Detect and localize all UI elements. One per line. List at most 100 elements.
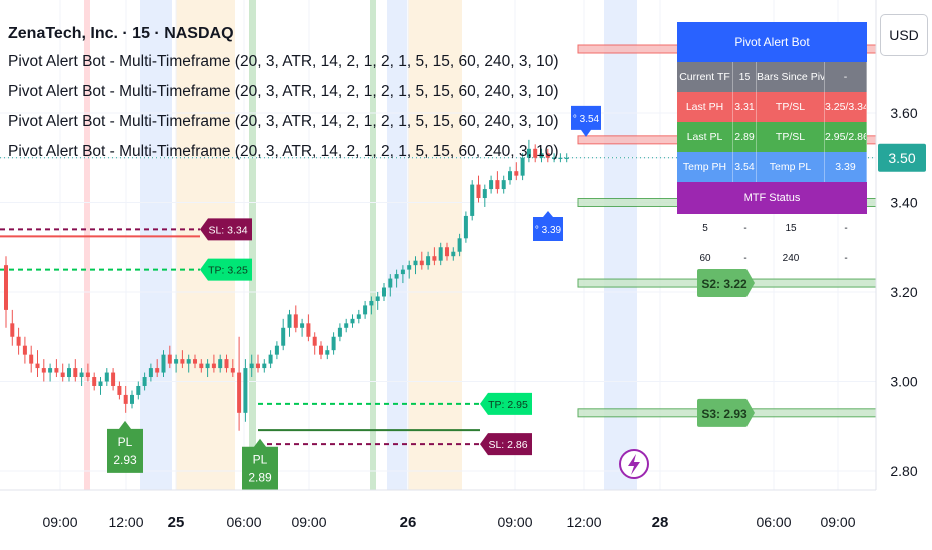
cell-label: Last PL	[677, 122, 733, 152]
candle-body	[413, 260, 418, 266]
candle-body	[123, 394, 128, 404]
candle-body	[533, 148, 538, 158]
candle-body	[306, 323, 311, 337]
candle-body	[193, 359, 197, 364]
cell-label: Temp PH	[677, 152, 733, 182]
candle-body	[463, 215, 468, 239]
table-title: Pivot Alert Bot	[677, 22, 867, 62]
candle-body	[136, 385, 141, 395]
candle-body	[388, 278, 393, 288]
mtf-status-header: MTF Status	[677, 182, 867, 214]
candle-body	[552, 157, 557, 159]
candle-body	[161, 354, 166, 373]
trade-label-badge	[480, 433, 532, 456]
price-tick-label: 3.60	[890, 105, 917, 121]
candle-body	[98, 381, 103, 386]
time-axis-panel	[0, 490, 876, 550]
candle-body	[111, 372, 116, 386]
candle-body	[325, 350, 330, 355]
mtf-status: -	[844, 253, 848, 264]
session-highlight-band	[176, 0, 235, 490]
currency-button[interactable]: USD	[880, 14, 928, 56]
level-label: S2: 3.22	[701, 277, 747, 291]
candle-body	[262, 363, 267, 369]
cell-value: 2.95/2.86	[825, 122, 867, 152]
time-tick-label: 09:00	[820, 514, 855, 530]
mtf-row: 60 - 240 -	[677, 244, 867, 274]
time-tick-label: 26	[400, 514, 417, 531]
candle-body	[457, 238, 462, 252]
candle-body	[438, 247, 443, 261]
candle-body	[344, 323, 349, 328]
cell-value: 3.25/3.34	[825, 92, 867, 122]
candle-body	[22, 345, 27, 355]
time-tick-label: 09:00	[291, 514, 326, 530]
price-tick-label: 3.00	[890, 374, 917, 390]
symbol-title[interactable]: ZenaTech, Inc. · 15 · NASDAQ	[8, 25, 234, 42]
pivot-label-text: 2.89	[248, 471, 272, 485]
candle-body	[142, 377, 147, 386]
candle-body	[60, 372, 65, 378]
candle-body	[337, 327, 342, 337]
current-price-label: 3.50	[888, 150, 915, 166]
indicator-legend-1[interactable]: Pivot Alert Bot - Multi-Timeframe (20, 3…	[8, 53, 559, 70]
candle-body	[174, 359, 179, 364]
indicator-legend-4[interactable]: Pivot Alert Bot - Multi-Timeframe (20, 3…	[8, 143, 559, 160]
trade-label: SL: 2.86	[488, 439, 527, 451]
candle-body	[350, 318, 355, 324]
table-row-temp: Temp PH 3.54 Temp PL 3.39	[677, 152, 867, 182]
candle-body	[224, 359, 229, 369]
time-tick-label: 06:00	[226, 514, 261, 530]
mtf-row: 5 - 15 -	[677, 214, 867, 244]
candle-body	[470, 184, 475, 216]
mtf-tf: 5	[702, 223, 708, 234]
session-highlight-band	[84, 0, 90, 490]
pivot-low-marker	[242, 438, 278, 491]
candle-body	[312, 336, 317, 346]
cell-label: Last PH	[677, 92, 733, 122]
candle-body	[520, 157, 525, 176]
mtf-status: -	[743, 253, 747, 264]
candle-body	[274, 345, 279, 355]
indicator-legend-3[interactable]: Pivot Alert Bot - Multi-Timeframe (20, 3…	[8, 113, 559, 130]
mtf-tf: 240	[782, 253, 800, 264]
cell-label: TP/SL	[757, 92, 825, 122]
candle-body	[476, 184, 481, 199]
candle-body	[363, 305, 368, 315]
candle-body	[256, 363, 260, 369]
candle-body	[243, 368, 248, 413]
time-tick-label: 09:00	[42, 514, 77, 530]
candle-body	[539, 153, 544, 158]
current-price-badge	[878, 143, 926, 172]
pivot-status-table: Pivot Alert Bot Current TF 15 Bars Since…	[677, 22, 867, 274]
candle-body	[35, 363, 40, 369]
candle-body	[319, 345, 323, 355]
candle-body	[104, 372, 109, 382]
candle-body	[85, 372, 90, 378]
trade-label: TP: 2.95	[488, 399, 528, 411]
candle-body	[564, 157, 569, 159]
trade-label-badge	[480, 392, 532, 415]
candle-body	[16, 336, 21, 346]
session-highlight-band	[370, 0, 376, 490]
indicator-legend-2[interactable]: Pivot Alert Bot - Multi-Timeframe (20, 3…	[8, 83, 559, 100]
pivot-label-text: ° 3.54	[573, 114, 600, 125]
pivot-low-marker	[107, 420, 143, 473]
candle-body	[514, 171, 519, 176]
lightning-icon-bolt	[628, 454, 640, 475]
candle-body	[331, 336, 336, 351]
candle-body	[281, 327, 286, 346]
time-tick-label: 12:00	[566, 514, 601, 530]
candle-body	[230, 368, 235, 373]
mtf-tf: 60	[699, 253, 711, 264]
cell-value: 15	[733, 62, 757, 92]
chart-legend: ZenaTech, Inc. · 15 · NASDAQ Pivot Alert…	[8, 20, 559, 167]
table-row-current-tf: Current TF 15 Bars Since Pivot -	[677, 62, 867, 92]
price-tick-label: 2.80	[890, 463, 917, 479]
trade-label-badge	[200, 258, 252, 281]
time-tick-label: 12:00	[108, 514, 143, 530]
table-row-last-ph: Last PH 3.31 TP/SL 3.25/3.34	[677, 92, 867, 122]
candle-body	[199, 363, 204, 369]
candle-body	[41, 368, 46, 373]
level-label-box	[697, 269, 747, 298]
